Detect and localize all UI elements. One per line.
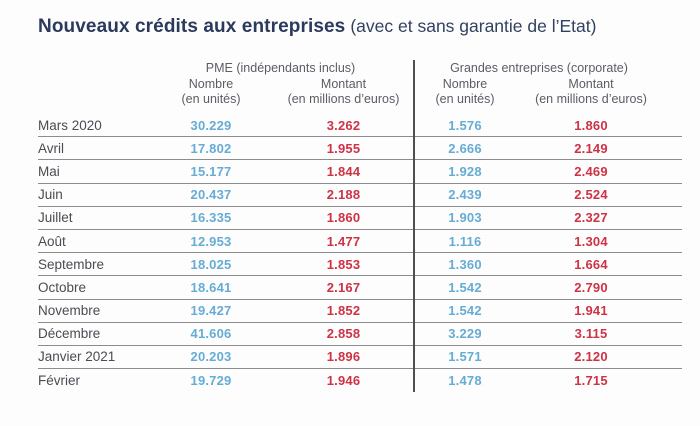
ge-montant-value: 2.790: [574, 279, 608, 295]
pme-nombre-value: 17.802: [190, 140, 232, 156]
ge-montant-value: 2.149: [574, 140, 608, 156]
pme-montant-value: 2.167: [326, 279, 361, 295]
table-row: Août 12.953 1.477 1.116 1.304: [38, 230, 682, 254]
column-header-pme-nombre: Nombre: [188, 77, 234, 91]
table-row: Septembre 18.025 1.853 1.360 1.664: [38, 253, 682, 277]
pme-nombre-value: 18.641: [190, 279, 232, 295]
row-month-label: Juillet: [38, 210, 73, 226]
ge-montant-value: 1.941: [574, 303, 608, 319]
ge-montant-value: 3.115: [574, 326, 608, 342]
row-month-label: Avril: [38, 140, 65, 156]
row-month-label: Décembre: [38, 326, 101, 342]
table-row: Juin 20.437 2.188 2.439 2.524: [38, 184, 682, 207]
ge-nombre-value: 1.542: [448, 279, 482, 295]
row-month-label: Octobre: [38, 279, 87, 295]
table-header: PME (indépendants inclus) Grandes entrep…: [38, 60, 682, 107]
pme-montant-value: 1.860: [326, 210, 361, 226]
ge-montant-value: 1.715: [574, 373, 608, 389]
pme-nombre-value: 30.229: [190, 117, 232, 133]
title-subtitle: (avec et sans garantie de l’Etat): [350, 16, 597, 36]
group-divider-line: [413, 60, 415, 393]
row-month-label: Juin: [38, 187, 63, 203]
row-month-label: Novembre: [38, 303, 101, 319]
group-header-pme: PME (indépendants inclus): [205, 61, 356, 75]
row-month-label: Mars 2020: [38, 117, 102, 133]
row-month-label: Septembre: [38, 256, 105, 272]
credits-infographic: Nouveaux crédits aux entreprises (avec et…: [0, 14, 700, 426]
ge-montant-value: 2.327: [574, 210, 608, 226]
ge-nombre-value: 2.439: [448, 187, 482, 203]
column-header-ge-montant: Montant: [568, 77, 614, 91]
table-row: Février 19.729 1.946 1.478 1.715: [38, 369, 682, 392]
ge-montant-value: 1.304: [574, 233, 608, 249]
pme-montant-value: 1.852: [326, 303, 361, 319]
pme-nombre-value: 15.177: [190, 163, 232, 179]
ge-montant-value: 1.860: [574, 117, 608, 133]
table-row: Juillet 16.335 1.860 1.903 2.327: [38, 207, 682, 230]
pme-montant-value: 1.477: [326, 233, 361, 249]
row-month-label: Mai: [38, 163, 60, 179]
column-header-pme-montant: Montant: [320, 77, 367, 91]
column-header-ge-nombre: Nombre: [442, 77, 488, 91]
ge-nombre-value: 1.360: [448, 256, 482, 272]
pme-nombre-value: 20.203: [190, 349, 232, 365]
table-row: Avril 17.802 1.955 2.666 2.149: [38, 137, 682, 161]
ge-nombre-value: 2.666: [448, 140, 482, 156]
pme-montant-value: 1.896: [326, 349, 361, 365]
table-row: Janvier 2021 20.203 1.896 1.571 2.120: [38, 346, 682, 370]
pme-nombre-value: 16.335: [190, 210, 232, 226]
column-unit-pme-montant: (en millions d’euros): [287, 92, 400, 106]
ge-nombre-value: 1.571: [448, 349, 482, 365]
table-row: Novembre 19.427 1.852 1.542 1.941: [38, 300, 682, 323]
ge-nombre-value: 1.928: [448, 163, 482, 179]
table-row: Mai 15.177 1.844 1.928 2.469: [38, 160, 682, 184]
pme-nombre-value: 18.025: [190, 256, 232, 272]
credits-table: PME (indépendants inclus) Grandes entrep…: [38, 60, 682, 393]
column-unit-ge-montant: (en millions d’euros): [535, 92, 647, 106]
table-row: Mars 2020 30.229 3.262 1.576 1.860: [38, 114, 682, 138]
ge-nombre-value: 1.576: [448, 117, 482, 133]
ge-nombre-value: 1.116: [448, 233, 482, 249]
pme-montant-value: 1.844: [326, 163, 361, 179]
pme-montant-value: 1.946: [326, 373, 361, 389]
page-title: Nouveaux crédits aux entreprises (avec et…: [38, 14, 700, 39]
row-month-label: Février: [38, 373, 81, 389]
pme-montant-value: 2.858: [326, 326, 361, 342]
column-unit-ge-nombre: (en unités): [435, 92, 495, 106]
ge-nombre-value: 3.229: [448, 326, 482, 342]
ge-montant-value: 1.664: [574, 256, 608, 272]
pme-nombre-value: 20.437: [190, 187, 232, 203]
pme-nombre-value: 19.427: [190, 303, 232, 319]
pme-nombre-value: 41.606: [190, 326, 232, 342]
column-unit-pme-nombre: (en unités): [181, 92, 241, 106]
table-body: Mars 2020 30.229 3.262 1.576 1.860 Avril…: [38, 114, 682, 392]
pme-montant-value: 1.853: [326, 256, 361, 272]
pme-montant-value: 1.955: [326, 140, 361, 156]
table-row: Octobre 18.641 2.167 1.542 2.790: [38, 276, 682, 300]
ge-montant-value: 2.469: [574, 163, 608, 179]
group-header-grandes-entreprises: Grandes entreprises (corporate): [450, 61, 628, 75]
pme-nombre-value: 19.729: [190, 373, 232, 389]
pme-montant-value: 2.188: [326, 187, 361, 203]
ge-nombre-value: 1.478: [448, 373, 482, 389]
pme-montant-value: 3.262: [326, 117, 361, 133]
ge-nombre-value: 1.903: [448, 210, 482, 226]
ge-montant-value: 2.524: [574, 187, 608, 203]
row-month-label: Août: [38, 233, 66, 249]
table-row: Décembre 41.606 2.858 3.229 3.115: [38, 323, 682, 346]
row-month-label: Janvier 2021: [38, 349, 116, 365]
pme-nombre-value: 12.953: [190, 233, 232, 249]
ge-montant-value: 2.120: [574, 349, 608, 365]
title-main: Nouveaux crédits aux entreprises: [38, 16, 346, 37]
ge-nombre-value: 1.542: [448, 303, 482, 319]
